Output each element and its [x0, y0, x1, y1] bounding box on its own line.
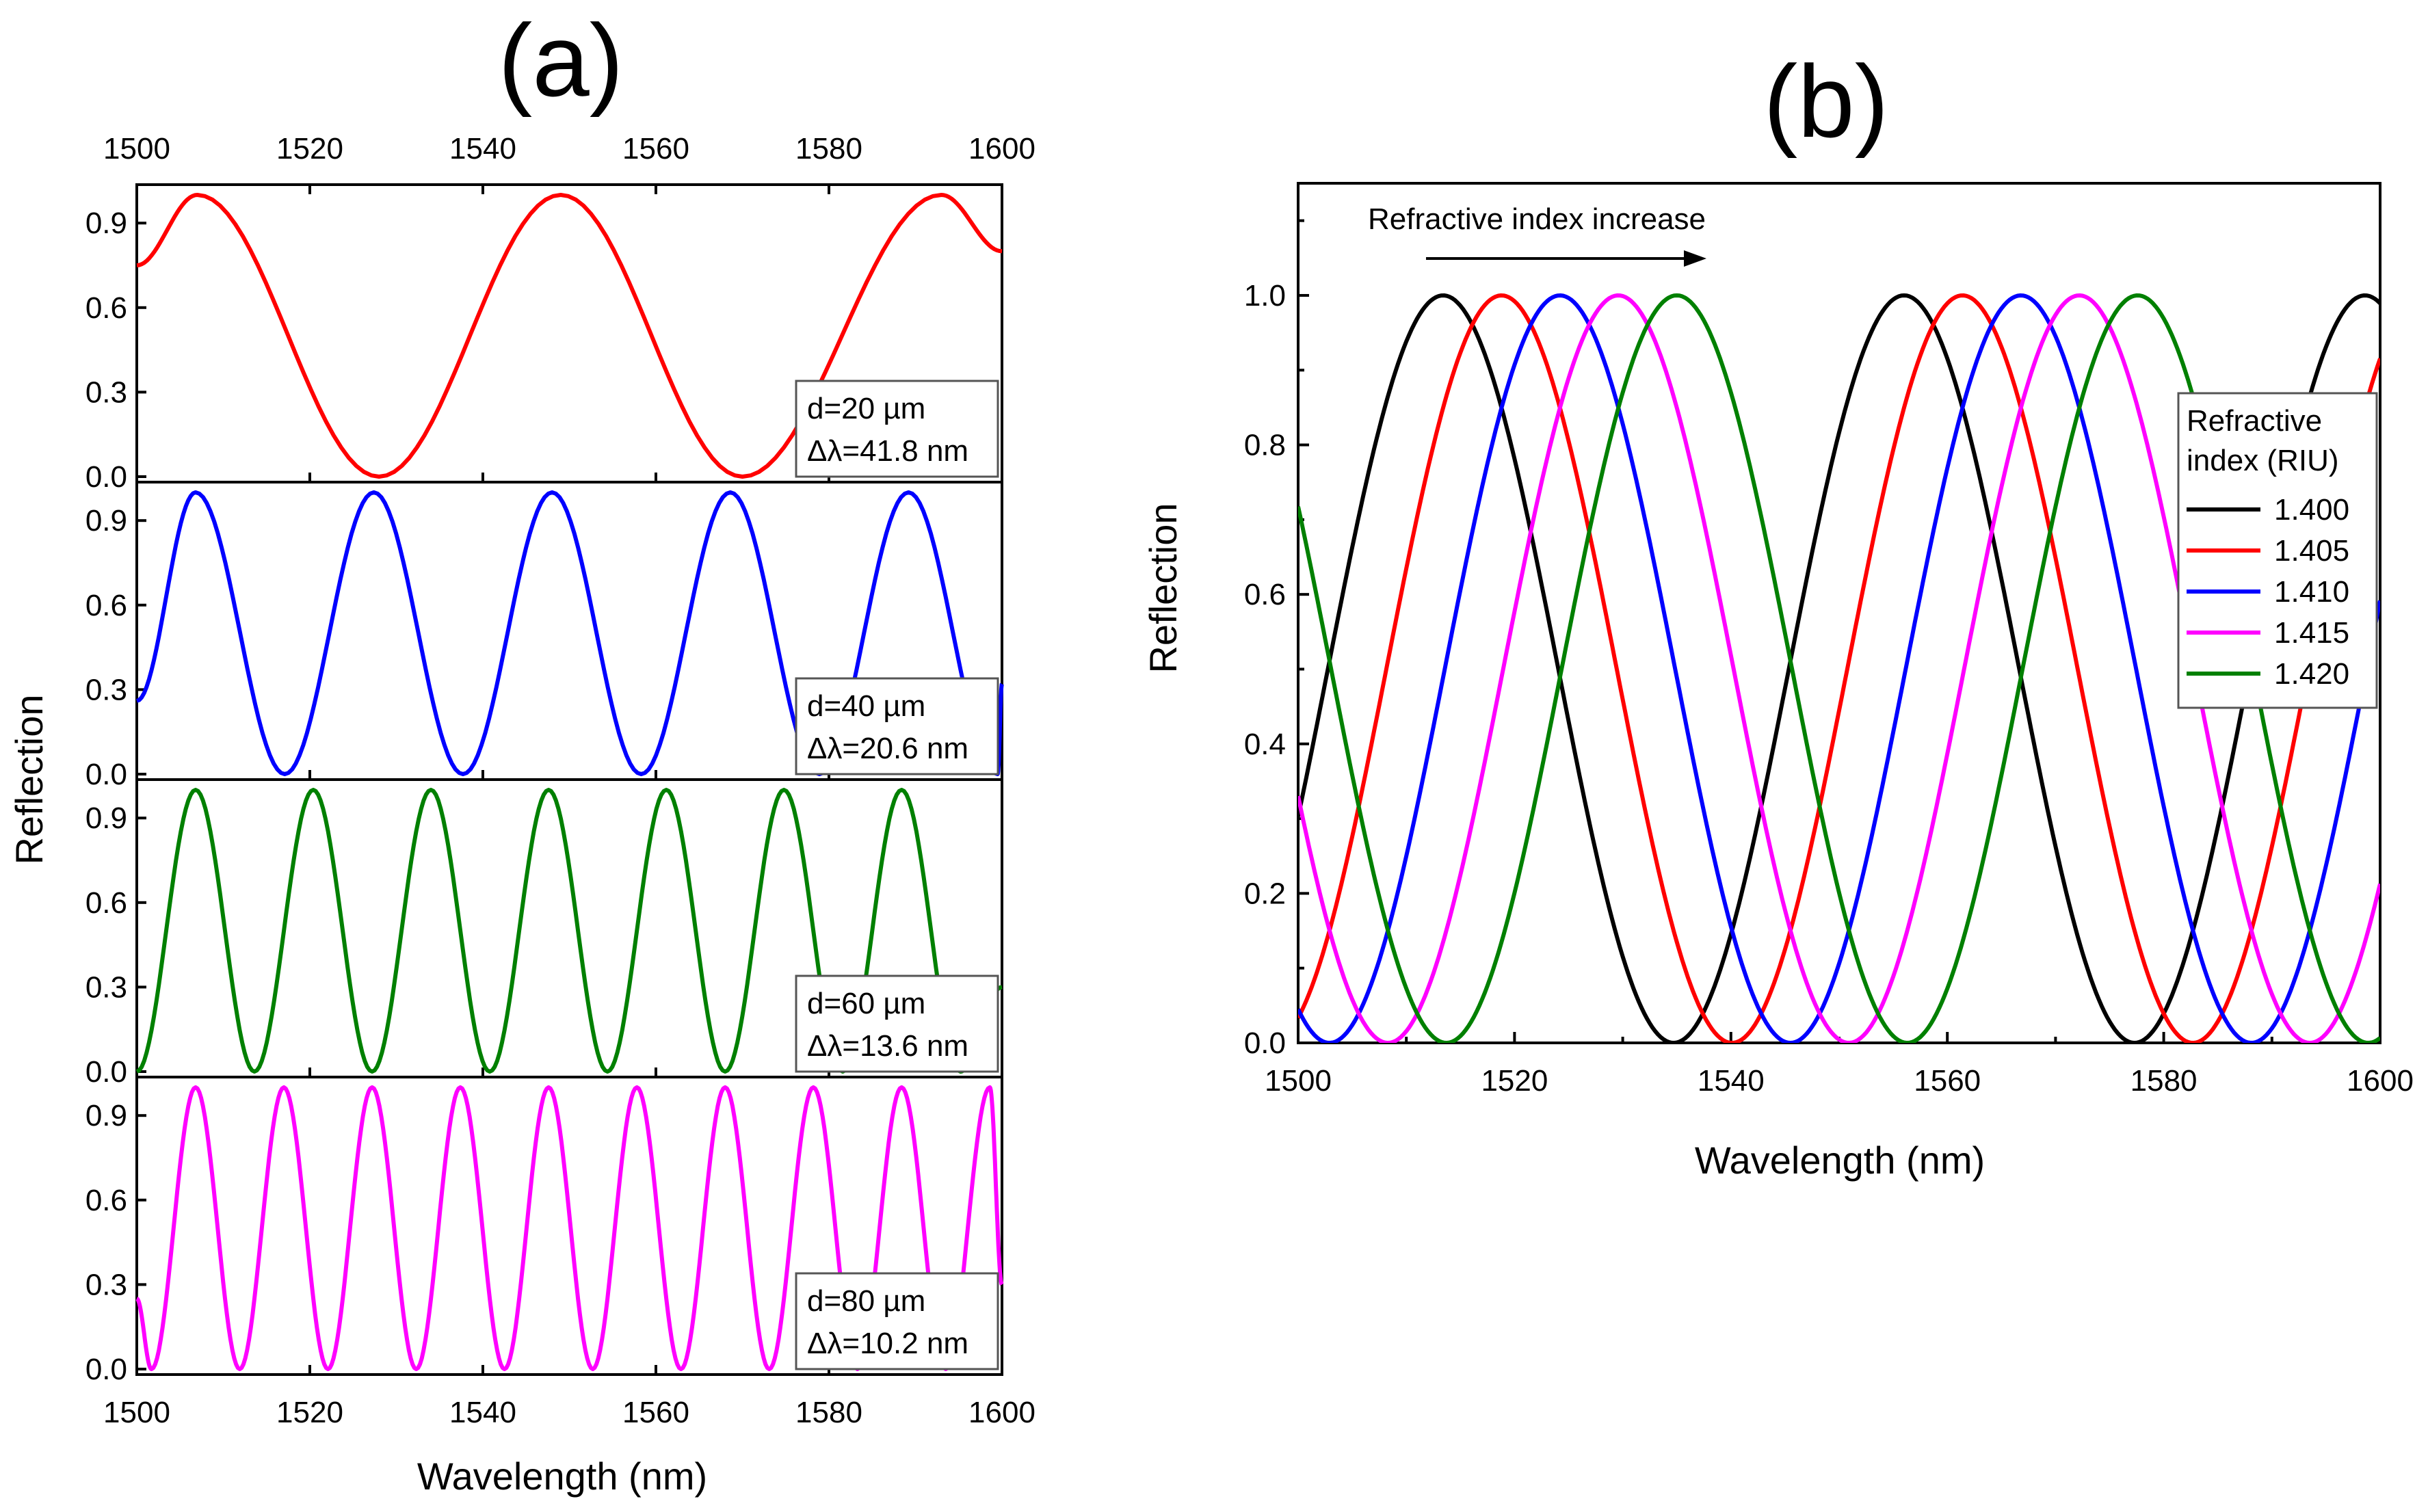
panel-b-series-1.400: [1298, 293, 2380, 1043]
panel-b-x-tick-label: 1520: [1481, 1064, 1548, 1098]
panel-a-subplot-4: 0.0 0.3 0.6 0.9 d=80 µm Δλ=10.2 nm: [85, 1076, 1004, 1386]
panel-a-x-axis-label: Wavelength (nm): [417, 1455, 707, 1498]
panel-b: (b) 1500 1520 1540 1560 1580 1600 0.0 0.2 0.4 0.6…: [1142, 44, 2414, 1182]
panel-a-curve-4: [135, 1085, 1004, 1371]
panel-a-subplot-1: 0.0 0.3 0.6 0.9 d=20 µm Δλ=41.8 nm: [85, 183, 1003, 494]
panel-a-y-tick-label: 0.0: [85, 1055, 127, 1089]
panel-b-legend-entry: 1.405: [2274, 534, 2349, 568]
panel-a-curve-2: [135, 490, 1004, 776]
panel-a-annotation-text: Δλ=41.8 nm: [807, 434, 968, 468]
panel-a-annotation-box: [795, 380, 999, 478]
panel-a-annotation-text: d=80 µm: [807, 1284, 925, 1318]
panel-a-curve-1: [136, 193, 1003, 479]
panel-b-y-tick-label: 1.0: [1244, 279, 1286, 313]
panel-a-y-tick-label: 0.6: [85, 589, 127, 622]
panel-a-y-tick-label: 0.9: [85, 207, 127, 240]
panel-a-label: (a): [498, 3, 623, 118]
panel-b-y-tick-label: 0.2: [1244, 877, 1286, 910]
panel-a: (a) 1500 1520 1540 1560 1580 1600 0.00.30.60.…: [8, 3, 1035, 1498]
panel-a-top-tick-label: 1500: [103, 132, 170, 165]
panel-a-bottom-tick-label: 1540: [449, 1396, 516, 1429]
panel-b-y-tick-label: 0.6: [1244, 578, 1286, 611]
panel-a-subplot-2: 0.0 0.3 0.6 0.9 d=40 µm Δλ=20.6 nm: [85, 481, 1004, 791]
panel-b-label: (b): [1763, 44, 1888, 159]
panel-b-legend-title: Refractive: [2187, 404, 2322, 438]
panel-a-bottom-tick-labels: 1500 1520 1540 1560 1580 1600: [103, 1396, 1035, 1429]
panel-b-legend-entry: 1.420: [2274, 657, 2349, 691]
panel-a-subplot-3: 0.0 0.3 0.6 0.9 d=60 µm Δλ=13.6 nm: [85, 778, 1003, 1089]
panel-a-annotation-box: [795, 1272, 999, 1370]
panel-a-y-tick-label: 0.6: [85, 886, 127, 920]
panel-a-bottom-tick-label: 1520: [276, 1396, 343, 1429]
panel-b-x-tick-label: 1540: [1698, 1064, 1765, 1098]
panel-b-x-tick-label: 1500: [1265, 1064, 1332, 1098]
panel-a-annotation-text: d=40 µm: [807, 689, 925, 723]
panel-b-series-1.405: [1298, 293, 2380, 1043]
panel-a-annotation-box: [795, 677, 999, 775]
panel-b-legend-entry: 1.415: [2274, 616, 2349, 650]
panel-a-y-tick-label: 0.0: [85, 1353, 127, 1386]
panel-a-y-tick-label: 0.3: [85, 375, 127, 409]
panel-b-annotation-arrowhead: [1684, 250, 1706, 267]
panel-a-y-tick-label: 0.9: [85, 504, 127, 538]
panel-b-legend-title: index (RIU): [2187, 444, 2339, 477]
panel-a-y-tick-label: 0.9: [85, 1099, 127, 1132]
panel-a-y-tick-label: 0.0: [85, 758, 127, 791]
panel-a-subplot-frame: [135, 1076, 1003, 1376]
panel-b-plot: 1500 1520 1540 1560 1580 1600 0.0 0.2 0.4 0.6 0.8 1…: [1244, 182, 2414, 1098]
panel-a-top-tick-label: 1580: [795, 132, 862, 165]
panel-b-y-tick-label: 0.8: [1244, 429, 1286, 462]
panel-b-y-tick-label: 0.0: [1244, 1026, 1286, 1060]
panel-a-top-tick-label: 1560: [622, 132, 689, 165]
panel-a-curve-3: [135, 788, 1003, 1074]
panel-b-annotation-text: Refractive index increase: [1368, 202, 1706, 236]
panel-b-curves: [1298, 293, 2380, 1043]
panel-b-legend-entry: 1.400: [2274, 493, 2349, 527]
panel-a-annotation-text: d=60 µm: [807, 987, 925, 1020]
panel-a-bottom-tick-label: 1560: [622, 1396, 689, 1429]
panel-a-annotation-text: d=20 µm: [807, 392, 925, 425]
panel-a-top-tick-label: 1600: [968, 132, 1035, 165]
panel-a-y-axis-label: Reflection: [8, 694, 51, 864]
panel-a-annotation-text: Δλ=13.6 nm: [807, 1029, 968, 1063]
panel-a-annotation-text: Δλ=10.2 nm: [807, 1327, 968, 1360]
panel-b-y-axis-label: Reflection: [1142, 503, 1185, 673]
panel-b-x-tick-label: 1580: [2130, 1064, 2198, 1098]
panel-b-x-tick-label: 1600: [2347, 1064, 2414, 1098]
panel-a-y-tick-label: 0.3: [85, 1268, 127, 1301]
panel-b-legend-entry: 1.410: [2274, 575, 2349, 609]
panel-b-y-tick-label: 0.4: [1244, 728, 1286, 761]
panel-a-y-tick-label: 0.3: [85, 970, 127, 1004]
panel-b-series-1.410: [1298, 293, 2380, 1043]
panel-a-top-tick-label: 1540: [449, 132, 516, 165]
panel-b-x-axis-label: Wavelength (nm): [1695, 1139, 1985, 1182]
panel-a-annotation-text: Δλ=20.6 nm: [807, 732, 968, 765]
panel-a-bottom-tick-label: 1500: [103, 1396, 170, 1429]
panel-a-annotation-box: [795, 974, 999, 1073]
panel-a-y-tick-label: 0.0: [85, 460, 127, 494]
panel-a-y-tick-label: 0.3: [85, 673, 127, 706]
panel-a-y-tick-label: 0.6: [85, 291, 127, 325]
panel-a-bottom-tick-label: 1580: [795, 1396, 862, 1429]
panel-a-bottom-tick-label: 1600: [968, 1396, 1035, 1429]
panel-b-x-tick-label: 1560: [1914, 1064, 1981, 1098]
panel-a-top-tick-labels: 1500 1520 1540 1560 1580 1600: [103, 132, 1035, 165]
panel-a-y-tick-label: 0.9: [85, 801, 127, 835]
panel-a-top-tick-label: 1520: [276, 132, 343, 165]
panel-a-y-tick-label: 0.6: [85, 1184, 127, 1217]
